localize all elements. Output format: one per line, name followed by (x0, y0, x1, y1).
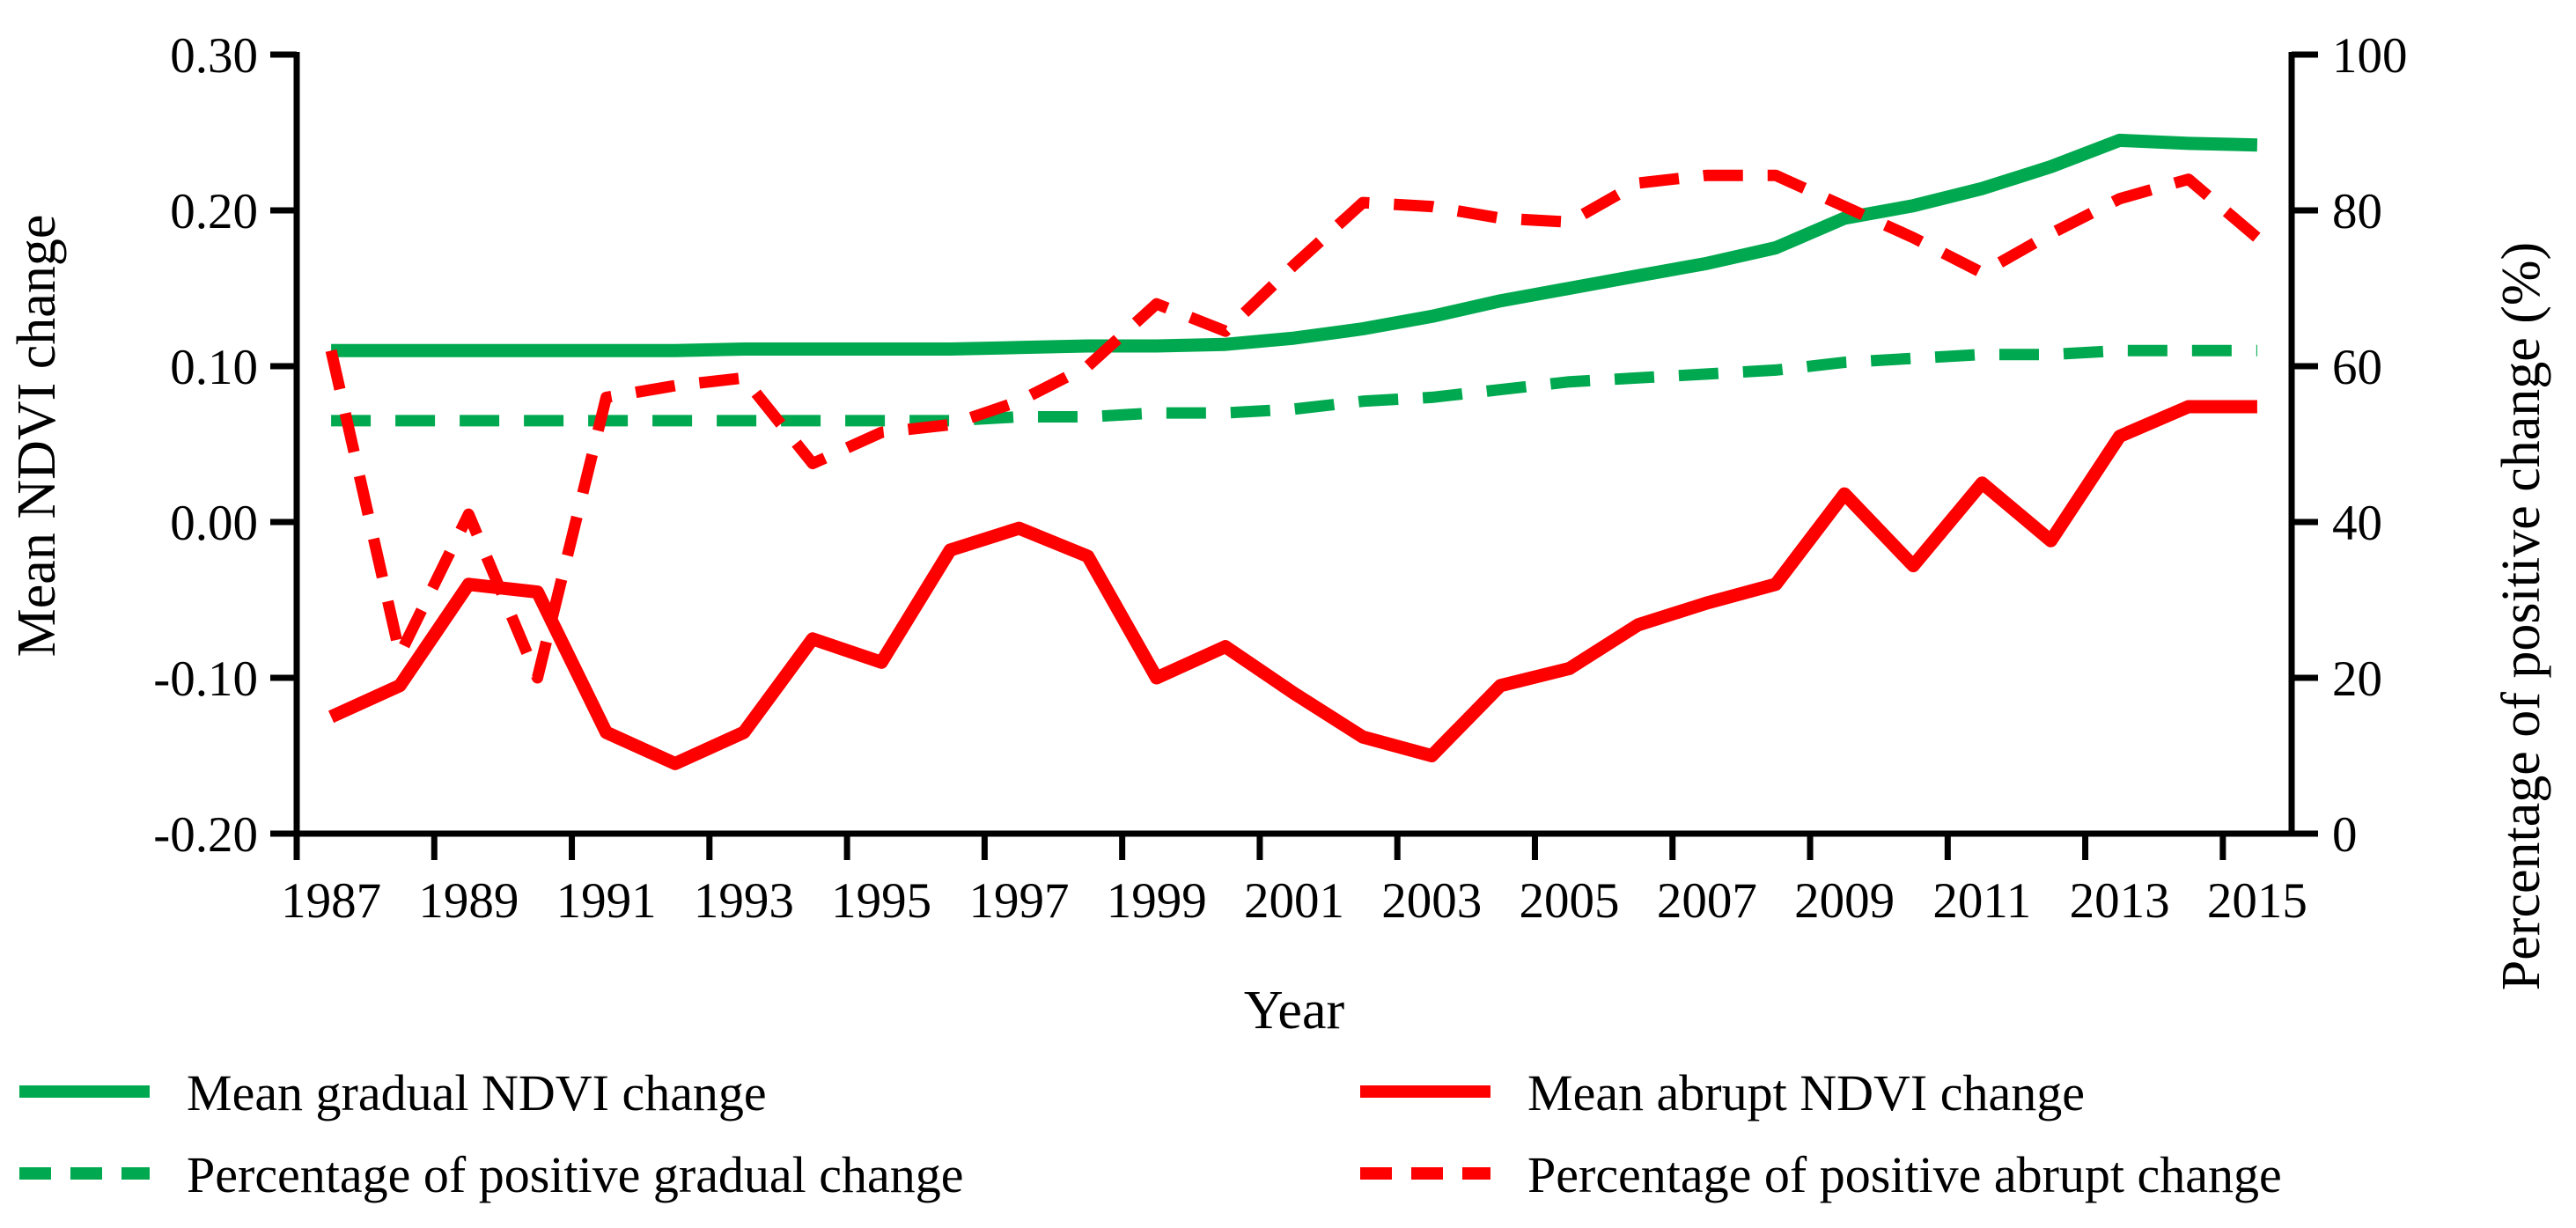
x-axis-tick-label: 2005 (1520, 873, 1620, 929)
y-axis-left-tick-label: 0.30 (170, 28, 258, 84)
y-axis-right-tick-label: 100 (2332, 28, 2408, 84)
x-axis-tick-label: 1999 (1107, 873, 1207, 929)
x-axis-tick-label: 1997 (968, 873, 1069, 929)
y-axis-right-tick-label: 80 (2332, 184, 2382, 239)
x-axis-tick-label: 1991 (556, 873, 657, 929)
y-axis-right-tick-label: 20 (2332, 651, 2382, 707)
x-axis-tick-label: 2009 (1794, 873, 1895, 929)
legend-label: Percentage of positive gradual change (187, 1146, 964, 1203)
x-axis-tick-label: 2003 (1381, 873, 1482, 929)
y-axis-left-title: Mean NDVI change (7, 215, 67, 658)
series-line-mean-abrupt-ndvi-change (328, 400, 2257, 770)
x-axis-tick-label: 1989 (418, 873, 519, 929)
y-axis-left-tick-label: -0.10 (153, 651, 258, 707)
x-axis-title: Year (1244, 981, 1345, 1040)
legend-label: Percentage of positive abrupt change (1527, 1146, 2282, 1203)
legend-label: Mean gradual NDVI change (187, 1064, 767, 1121)
x-axis-tick-label: 2007 (1657, 873, 1757, 929)
y-axis-right-tick-label: 0 (2332, 807, 2358, 863)
series-line-percentage-of-positive-abrupt-change (325, 169, 2262, 684)
y-axis-left-tick-label: 0.00 (170, 496, 258, 551)
y-axis-left-tick-label: -0.20 (153, 807, 258, 863)
x-axis-tick-label: 1987 (281, 873, 381, 929)
y-axis-right-tick-label: 40 (2332, 496, 2382, 551)
x-axis-tick-label: 2015 (2207, 873, 2307, 929)
y-axis-left-tick-label: 0.20 (170, 184, 258, 239)
series-line-mean-gradual-ndvi-change (331, 133, 2258, 357)
x-axis-tick-label: 2013 (2070, 873, 2170, 929)
x-axis-tick-label: 2001 (1244, 873, 1344, 929)
y-axis-right-title: Percentage of positive change (%) (2491, 242, 2551, 990)
y-axis-right-tick-label: 60 (2332, 340, 2382, 395)
x-axis-tick-label: 1995 (831, 873, 931, 929)
x-axis-tick-label: 1993 (694, 873, 794, 929)
x-axis-tick-label: 2011 (1932, 873, 2031, 929)
series-line-percentage-of-positive-gradual-change (331, 344, 2257, 427)
y-axis-left-tick-label: 0.10 (170, 340, 258, 395)
legend-label: Mean abrupt NDVI change (1527, 1064, 2085, 1121)
